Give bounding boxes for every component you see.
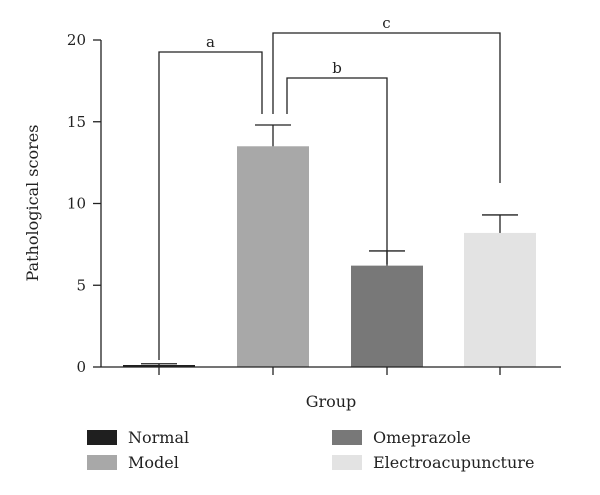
legend-swatch-normal <box>87 430 117 445</box>
significance-label-b: b <box>332 59 342 77</box>
x-axis-title: Group <box>306 392 357 411</box>
significance-bracket-c <box>272 32 501 183</box>
y-axis-ticks: 0 5 10 15 20 <box>67 31 501 376</box>
y-tick-label: 0 <box>76 358 86 376</box>
bars <box>123 146 536 367</box>
legend-swatch-model <box>87 455 117 470</box>
legend-label-electroacupuncture: Electroacupuncture <box>373 453 534 472</box>
legend: Normal Model Omeprazole Electroacupuncture <box>87 428 534 472</box>
legend-swatch-omeprazole <box>332 430 362 445</box>
legend-label-normal: Normal <box>128 428 189 447</box>
error-bars <box>141 124 518 365</box>
bar-omeprazole <box>351 265 423 367</box>
y-axis-title: Pathological scores <box>23 125 42 282</box>
significance-label-c: c <box>382 14 390 32</box>
significance-bracket-a <box>158 51 263 360</box>
y-tick-label: 15 <box>67 113 86 131</box>
significance-brackets: a b c <box>158 14 501 360</box>
significance-label-a: a <box>206 33 215 51</box>
y-tick-label: 10 <box>67 195 86 213</box>
bar-model <box>237 146 309 367</box>
bar-electroacupuncture <box>464 232 536 367</box>
bar-normal <box>123 365 195 367</box>
legend-label-omeprazole: Omeprazole <box>373 428 471 447</box>
legend-label-model: Model <box>128 453 179 472</box>
y-tick-label: 20 <box>67 31 86 49</box>
legend-swatch-electroacupuncture <box>332 455 362 470</box>
y-tick-label: 5 <box>76 276 86 294</box>
significance-bracket-b <box>286 77 388 264</box>
